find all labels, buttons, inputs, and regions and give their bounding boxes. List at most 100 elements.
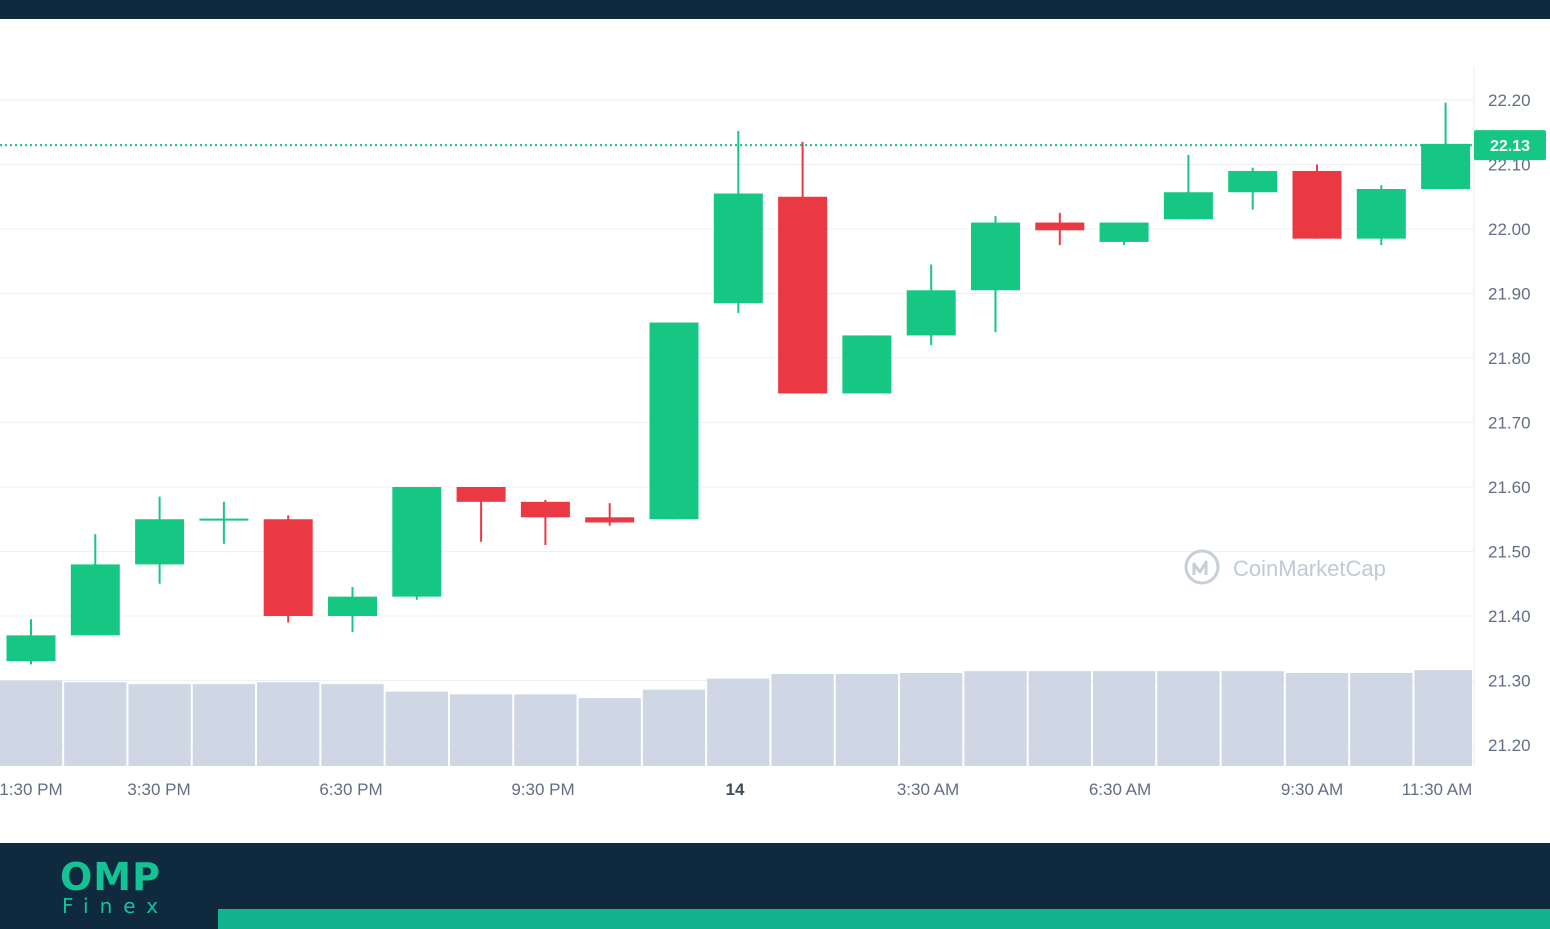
x-tick-label: 9:30 PM: [511, 780, 574, 799]
volume-bar: [321, 684, 384, 766]
candle-body: [6, 635, 56, 662]
candle: [1292, 164, 1342, 239]
candle: [392, 487, 442, 600]
x-tick-label: 6:30 AM: [1089, 780, 1151, 799]
y-tick-label: 22.10: [1488, 156, 1531, 175]
candle: [70, 534, 120, 636]
x-tick-label: 6:30 PM: [319, 780, 382, 799]
candle: [1035, 212, 1085, 246]
volume-bar: [1221, 671, 1284, 766]
candle: [199, 501, 249, 544]
y-tick-label: 21.60: [1488, 478, 1531, 497]
volume-bar: [835, 673, 899, 766]
candle-body: [1035, 222, 1085, 231]
top-banner: [0, 0, 1550, 19]
candle: [778, 141, 828, 394]
candle-body: [328, 596, 377, 616]
y-tick-label: 21.40: [1488, 607, 1531, 626]
volume-bar: [1414, 670, 1472, 766]
current-price-label: 22.13: [1474, 130, 1546, 161]
candle: [649, 322, 699, 520]
logo-main-text: OMP: [60, 855, 161, 899]
volume-bar: [707, 678, 770, 766]
x-tick-label: 9:30 AM: [1281, 780, 1343, 799]
candle: [585, 503, 635, 526]
volume-bar: [0, 680, 63, 766]
x-tick-label: 14: [726, 780, 745, 799]
candle-body: [971, 222, 1020, 291]
y-tick-label: 21.90: [1488, 285, 1531, 304]
candle-body: [392, 487, 442, 597]
candle-body: [263, 519, 313, 616]
y-tick-label: 21.70: [1488, 414, 1531, 433]
candle-body: [70, 564, 120, 636]
candles: [6, 102, 1471, 665]
candle: [6, 619, 56, 665]
coinmarketcap-logo-icon: [1184, 549, 1220, 585]
current-price-badge: [1474, 130, 1546, 161]
volume-bar: [1285, 673, 1349, 766]
volume-bar: [964, 671, 1027, 766]
y-tick-label: 21.50: [1488, 543, 1531, 562]
candle-body: [713, 193, 763, 304]
candle: [842, 335, 892, 394]
candle: [1099, 222, 1149, 246]
candle: [263, 515, 313, 623]
current-price-text: 22.13: [1490, 138, 1530, 155]
logo-sub-text: Finex: [62, 894, 170, 918]
candle-body: [199, 518, 249, 521]
volume-bar: [771, 673, 834, 766]
volume-bar: [1350, 673, 1413, 766]
x-tick-label: 1:30 PM: [0, 780, 63, 799]
candle-body: [906, 290, 956, 336]
volume-bar: [578, 698, 641, 766]
y-axis-ticks: 22.20 22.10 22.00 21.90 21.80 21.70 21.60 21.50…: [1488, 91, 1531, 755]
candle: [713, 130, 763, 313]
volume-bar: [1028, 671, 1091, 766]
candle: [1228, 167, 1278, 210]
candle-body: [1356, 189, 1406, 239]
footer-accent-bar: [218, 909, 1550, 929]
volume-bar: [514, 694, 577, 766]
candle-body: [1421, 143, 1471, 190]
candle: [971, 216, 1020, 333]
candle: [1163, 154, 1213, 220]
candle-body: [456, 487, 506, 502]
volume-bar: [642, 689, 706, 766]
watermark: CoinMarketCap: [1184, 549, 1386, 585]
y-tick-label: 22.20: [1488, 91, 1531, 110]
x-tick-label: 3:30 AM: [897, 780, 959, 799]
volume-bar: [257, 682, 320, 766]
candle-body: [135, 519, 185, 565]
candle-body: [649, 322, 699, 520]
candle-body: [842, 335, 892, 394]
candle-body: [1163, 192, 1213, 220]
candle-body: [778, 196, 828, 394]
candle-body: [520, 501, 570, 518]
candle-body: [1099, 222, 1149, 242]
candle: [520, 499, 570, 546]
candle: [456, 487, 506, 542]
candle: [1356, 185, 1406, 246]
candle-body: [1292, 170, 1342, 239]
candle: [135, 496, 185, 584]
candle-body: [1228, 170, 1278, 193]
candle: [906, 264, 956, 346]
volume-bar: [64, 682, 127, 766]
watermark-text: CoinMarketCap: [1233, 556, 1386, 581]
y-tick-label: 21.20: [1488, 736, 1531, 755]
candlestick-chart: CoinMarketCap 22.2022.1022.0021.9021.802…: [0, 68, 1546, 799]
candle-body: [585, 517, 635, 523]
footer-bar: OMP Finex: [0, 843, 1550, 929]
volume-bars: [0, 670, 1472, 766]
x-tick-label: 3:30 PM: [127, 780, 190, 799]
candle: [1421, 102, 1471, 190]
x-tick-label: 11:30 AM: [1402, 780, 1473, 799]
candle: [328, 586, 377, 633]
volume-bar: [900, 673, 963, 766]
volume-bar: [192, 684, 256, 766]
x-axis-ticks: 1:30 PM 3:30 PM 6:30 PM 9:30 PM 14 3:30 AM 6:3…: [0, 780, 1472, 799]
omp-finex-logo: OMP Finex: [60, 857, 190, 919]
volume-bar: [1157, 671, 1220, 766]
y-tick-label: 21.80: [1488, 349, 1531, 368]
